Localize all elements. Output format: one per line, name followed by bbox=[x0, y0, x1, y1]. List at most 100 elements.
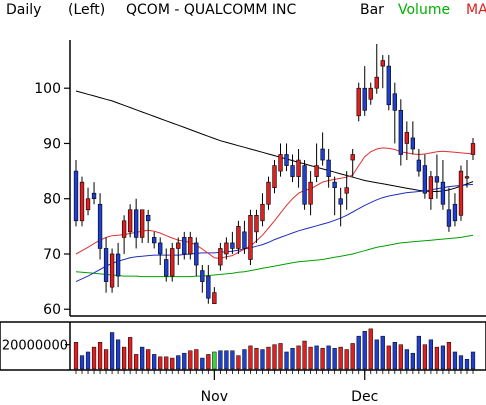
volume-bar bbox=[410, 352, 415, 370]
candle-body bbox=[362, 87, 367, 111]
volume-bar bbox=[248, 345, 253, 370]
candle bbox=[103, 237, 109, 293]
candle bbox=[410, 121, 416, 155]
candle-body bbox=[85, 198, 91, 211]
candle bbox=[356, 82, 361, 122]
candle bbox=[97, 193, 103, 260]
volume-bar bbox=[446, 341, 452, 370]
candle bbox=[362, 66, 367, 116]
candle-body bbox=[260, 203, 265, 222]
candle-body bbox=[97, 203, 103, 249]
ma-volume-line bbox=[75, 234, 474, 278]
candle bbox=[446, 187, 452, 232]
candle-body bbox=[398, 110, 403, 155]
volume-bar bbox=[278, 343, 283, 370]
candle-body bbox=[140, 209, 145, 238]
candle-body bbox=[380, 60, 385, 67]
volume-bar bbox=[416, 335, 421, 370]
candle bbox=[320, 132, 325, 166]
candle bbox=[230, 231, 235, 254]
volume-bar bbox=[368, 328, 373, 370]
candle bbox=[242, 220, 247, 254]
price-tick-label: 100 bbox=[34, 81, 61, 97]
volume-bar bbox=[374, 339, 379, 370]
candle bbox=[73, 160, 79, 227]
candle-body bbox=[127, 209, 133, 233]
candle-body bbox=[236, 226, 241, 249]
volume-bar bbox=[152, 354, 157, 370]
volume-bar bbox=[134, 354, 139, 370]
candle bbox=[91, 182, 97, 205]
candle-body bbox=[164, 259, 169, 277]
volume-bar bbox=[218, 350, 223, 370]
candle bbox=[290, 154, 295, 183]
volume-bar bbox=[362, 331, 367, 370]
candle-body bbox=[326, 159, 331, 177]
candle-body bbox=[338, 198, 343, 205]
candle-body bbox=[224, 242, 229, 255]
price-tick-label: 60 bbox=[43, 302, 61, 318]
candle-body bbox=[440, 181, 446, 205]
volume-bar bbox=[458, 355, 464, 370]
candle-body bbox=[182, 237, 187, 255]
volume-bar bbox=[332, 348, 337, 370]
candle bbox=[188, 231, 193, 260]
candle bbox=[115, 242, 121, 288]
volume-bar bbox=[140, 346, 145, 370]
candle bbox=[194, 237, 199, 277]
candle bbox=[278, 143, 283, 177]
volume-bar bbox=[109, 332, 115, 370]
candle-body bbox=[446, 209, 452, 227]
volume-bar bbox=[338, 346, 343, 370]
candle bbox=[158, 237, 163, 266]
candle bbox=[398, 99, 403, 166]
candle-body bbox=[212, 292, 217, 305]
volume-bar bbox=[434, 346, 440, 370]
volume-bar bbox=[170, 357, 175, 370]
volume-axis: 20000000 bbox=[2, 339, 70, 354]
candle bbox=[464, 160, 470, 188]
candle-body bbox=[133, 209, 139, 238]
candle bbox=[260, 193, 265, 227]
candle bbox=[344, 171, 349, 210]
candle-body bbox=[109, 253, 115, 288]
volume-bar bbox=[103, 349, 109, 370]
volume-bar bbox=[464, 359, 470, 370]
volume-bar bbox=[344, 349, 349, 370]
volume-bar bbox=[188, 350, 193, 370]
candle bbox=[326, 148, 331, 188]
volume-bar bbox=[470, 351, 476, 370]
candle bbox=[176, 237, 181, 266]
candle bbox=[248, 209, 253, 266]
candle bbox=[254, 209, 259, 243]
candle bbox=[140, 209, 145, 243]
volume-bar bbox=[230, 350, 235, 370]
candle bbox=[404, 121, 409, 161]
volume-bar bbox=[290, 348, 295, 370]
volume-bar bbox=[194, 349, 199, 370]
volume-bar bbox=[97, 341, 103, 370]
volume-bar bbox=[224, 350, 229, 370]
candle-body bbox=[368, 87, 373, 100]
candle bbox=[332, 176, 337, 216]
volume-bar bbox=[404, 349, 409, 370]
price-tick-label: 70 bbox=[43, 247, 61, 263]
candle-body bbox=[121, 220, 127, 238]
candle bbox=[416, 148, 422, 177]
candle bbox=[133, 198, 139, 249]
volume-bar bbox=[428, 339, 434, 370]
candle bbox=[350, 148, 355, 177]
volume-bar bbox=[128, 337, 133, 370]
candle-body bbox=[386, 65, 391, 106]
candle-body bbox=[194, 242, 199, 266]
volume-bar bbox=[350, 343, 355, 370]
candle bbox=[386, 55, 391, 111]
candle bbox=[308, 171, 313, 216]
volume-bar bbox=[73, 341, 79, 370]
candle-body bbox=[218, 248, 223, 266]
candle bbox=[380, 55, 385, 89]
candle-body bbox=[272, 165, 277, 188]
candle bbox=[85, 187, 91, 216]
volume-bar bbox=[302, 340, 307, 370]
